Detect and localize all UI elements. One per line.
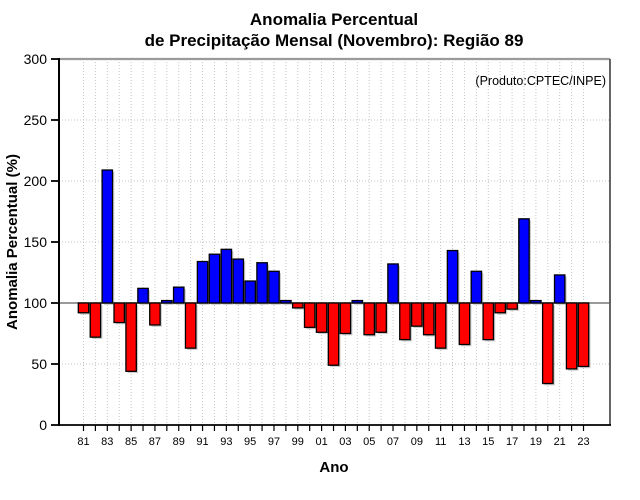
bar-2018 bbox=[518, 218, 530, 304]
x-tick-label: 05 bbox=[363, 436, 375, 448]
bar-2005 bbox=[363, 302, 376, 336]
y-tick-label: 0 bbox=[39, 417, 47, 433]
x-tick-label: 83 bbox=[101, 436, 113, 448]
x-tick-label: 89 bbox=[173, 436, 185, 448]
bar-2002 bbox=[327, 302, 340, 366]
bar-1981 bbox=[77, 302, 90, 314]
chart-title-line1: Anomalia Percentual bbox=[250, 10, 418, 29]
bar-1991 bbox=[196, 260, 209, 304]
bar-1996 bbox=[256, 262, 268, 304]
y-tick-label: 150 bbox=[24, 234, 48, 250]
bar-2006 bbox=[375, 302, 387, 333]
bar-2023 bbox=[577, 302, 590, 368]
x-tick-label: 13 bbox=[458, 436, 470, 448]
x-tick-label: 91 bbox=[196, 436, 208, 448]
bar-2014 bbox=[470, 270, 483, 304]
bar-1989 bbox=[172, 286, 185, 304]
y-axis-title: Anomalia Percentual (%) bbox=[4, 154, 21, 330]
bar-1998 bbox=[280, 299, 292, 304]
bar-1993 bbox=[220, 248, 233, 304]
bar-2022 bbox=[565, 302, 578, 370]
x-tick-label: 97 bbox=[268, 436, 280, 448]
bar-1999 bbox=[291, 302, 304, 309]
bar-1982 bbox=[89, 302, 102, 338]
bar-1992 bbox=[208, 253, 221, 304]
x-tick-label: 17 bbox=[506, 436, 518, 448]
y-tick-label: 250 bbox=[24, 112, 48, 128]
x-tick-label: 07 bbox=[387, 436, 399, 448]
bar-2021 bbox=[553, 274, 566, 304]
x-tick-label: 03 bbox=[339, 436, 351, 448]
bar-1994 bbox=[232, 258, 245, 304]
bar-2017 bbox=[506, 302, 518, 310]
x-tick-label: 23 bbox=[577, 436, 589, 448]
bars-layer bbox=[77, 169, 591, 386]
bar-1986 bbox=[137, 287, 149, 304]
y-tick-label: 50 bbox=[31, 356, 47, 372]
bar-2009 bbox=[410, 302, 423, 327]
bar-2013 bbox=[458, 302, 471, 346]
x-tick-label: 11 bbox=[435, 436, 446, 448]
x-tick-label: 85 bbox=[125, 436, 137, 448]
y-tick-label: 300 bbox=[24, 51, 48, 67]
y-tick-label: 100 bbox=[24, 295, 48, 311]
x-tick-label: 19 bbox=[530, 436, 542, 448]
bar-1988 bbox=[160, 299, 173, 304]
bar-2010 bbox=[422, 302, 435, 336]
bar-1984 bbox=[113, 302, 126, 324]
bar-2000 bbox=[303, 302, 316, 329]
bar-1995 bbox=[244, 280, 257, 304]
x-tick-label: 87 bbox=[149, 436, 161, 448]
bar-2001 bbox=[315, 302, 328, 333]
x-tick-label: 21 bbox=[554, 436, 566, 448]
x-tick-label: 15 bbox=[482, 436, 494, 448]
x-tick-label: 09 bbox=[411, 436, 423, 448]
bar-1987 bbox=[149, 302, 161, 326]
bar-2003 bbox=[339, 302, 352, 335]
bar-2015 bbox=[482, 302, 495, 341]
bar-1997 bbox=[268, 270, 280, 304]
produto-annotation: (Produto:CPTEC/INPE) bbox=[475, 74, 606, 88]
bar-2020 bbox=[541, 302, 554, 385]
bar-2007 bbox=[387, 263, 399, 304]
bar-1983 bbox=[101, 169, 114, 304]
x-tick-label: 81 bbox=[77, 436, 89, 448]
bar-2019 bbox=[530, 299, 542, 304]
x-tick-label: 95 bbox=[244, 436, 256, 448]
bar-2016 bbox=[494, 302, 507, 314]
x-tick-label: 01 bbox=[315, 436, 327, 448]
chart-title-line2: de Precipitação Mensal (Novembro): Regiã… bbox=[145, 31, 524, 50]
bar-2008 bbox=[399, 302, 411, 341]
bar-2004 bbox=[351, 299, 364, 304]
bar-2012 bbox=[446, 249, 459, 304]
x-tick-label: 99 bbox=[292, 436, 304, 448]
bar-1990 bbox=[184, 302, 197, 349]
x-axis-title: Ano bbox=[319, 459, 348, 476]
y-tick-label: 200 bbox=[24, 173, 48, 189]
bar-1985 bbox=[125, 302, 137, 372]
x-tick-label: 93 bbox=[220, 436, 232, 448]
bar-2011 bbox=[434, 302, 447, 349]
